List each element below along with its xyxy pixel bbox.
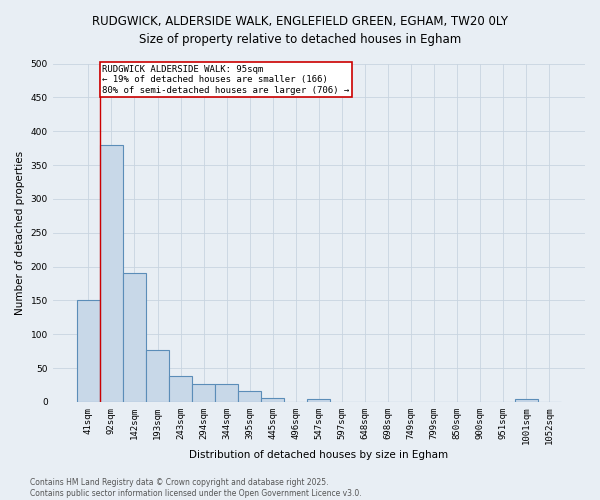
Text: RUDGWICK ALDERSIDE WALK: 95sqm
← 19% of detached houses are smaller (166)
80% of: RUDGWICK ALDERSIDE WALK: 95sqm ← 19% of … <box>102 65 349 94</box>
Bar <box>215 384 238 402</box>
Bar <box>238 391 261 402</box>
Text: RUDGWICK, ALDERSIDE WALK, ENGLEFIELD GREEN, EGHAM, TW20 0LY: RUDGWICK, ALDERSIDE WALK, ENGLEFIELD GRE… <box>92 15 508 28</box>
Bar <box>146 350 169 402</box>
Text: Contains HM Land Registry data © Crown copyright and database right 2025.
Contai: Contains HM Land Registry data © Crown c… <box>30 478 362 498</box>
Bar <box>515 398 538 402</box>
Bar <box>100 144 123 402</box>
X-axis label: Distribution of detached houses by size in Egham: Distribution of detached houses by size … <box>189 450 448 460</box>
Bar <box>123 274 146 402</box>
Bar <box>307 400 331 402</box>
Bar <box>77 300 100 402</box>
Bar <box>261 398 284 402</box>
Bar <box>169 376 192 402</box>
Text: Size of property relative to detached houses in Egham: Size of property relative to detached ho… <box>139 32 461 46</box>
Bar <box>192 384 215 402</box>
Y-axis label: Number of detached properties: Number of detached properties <box>15 150 25 315</box>
